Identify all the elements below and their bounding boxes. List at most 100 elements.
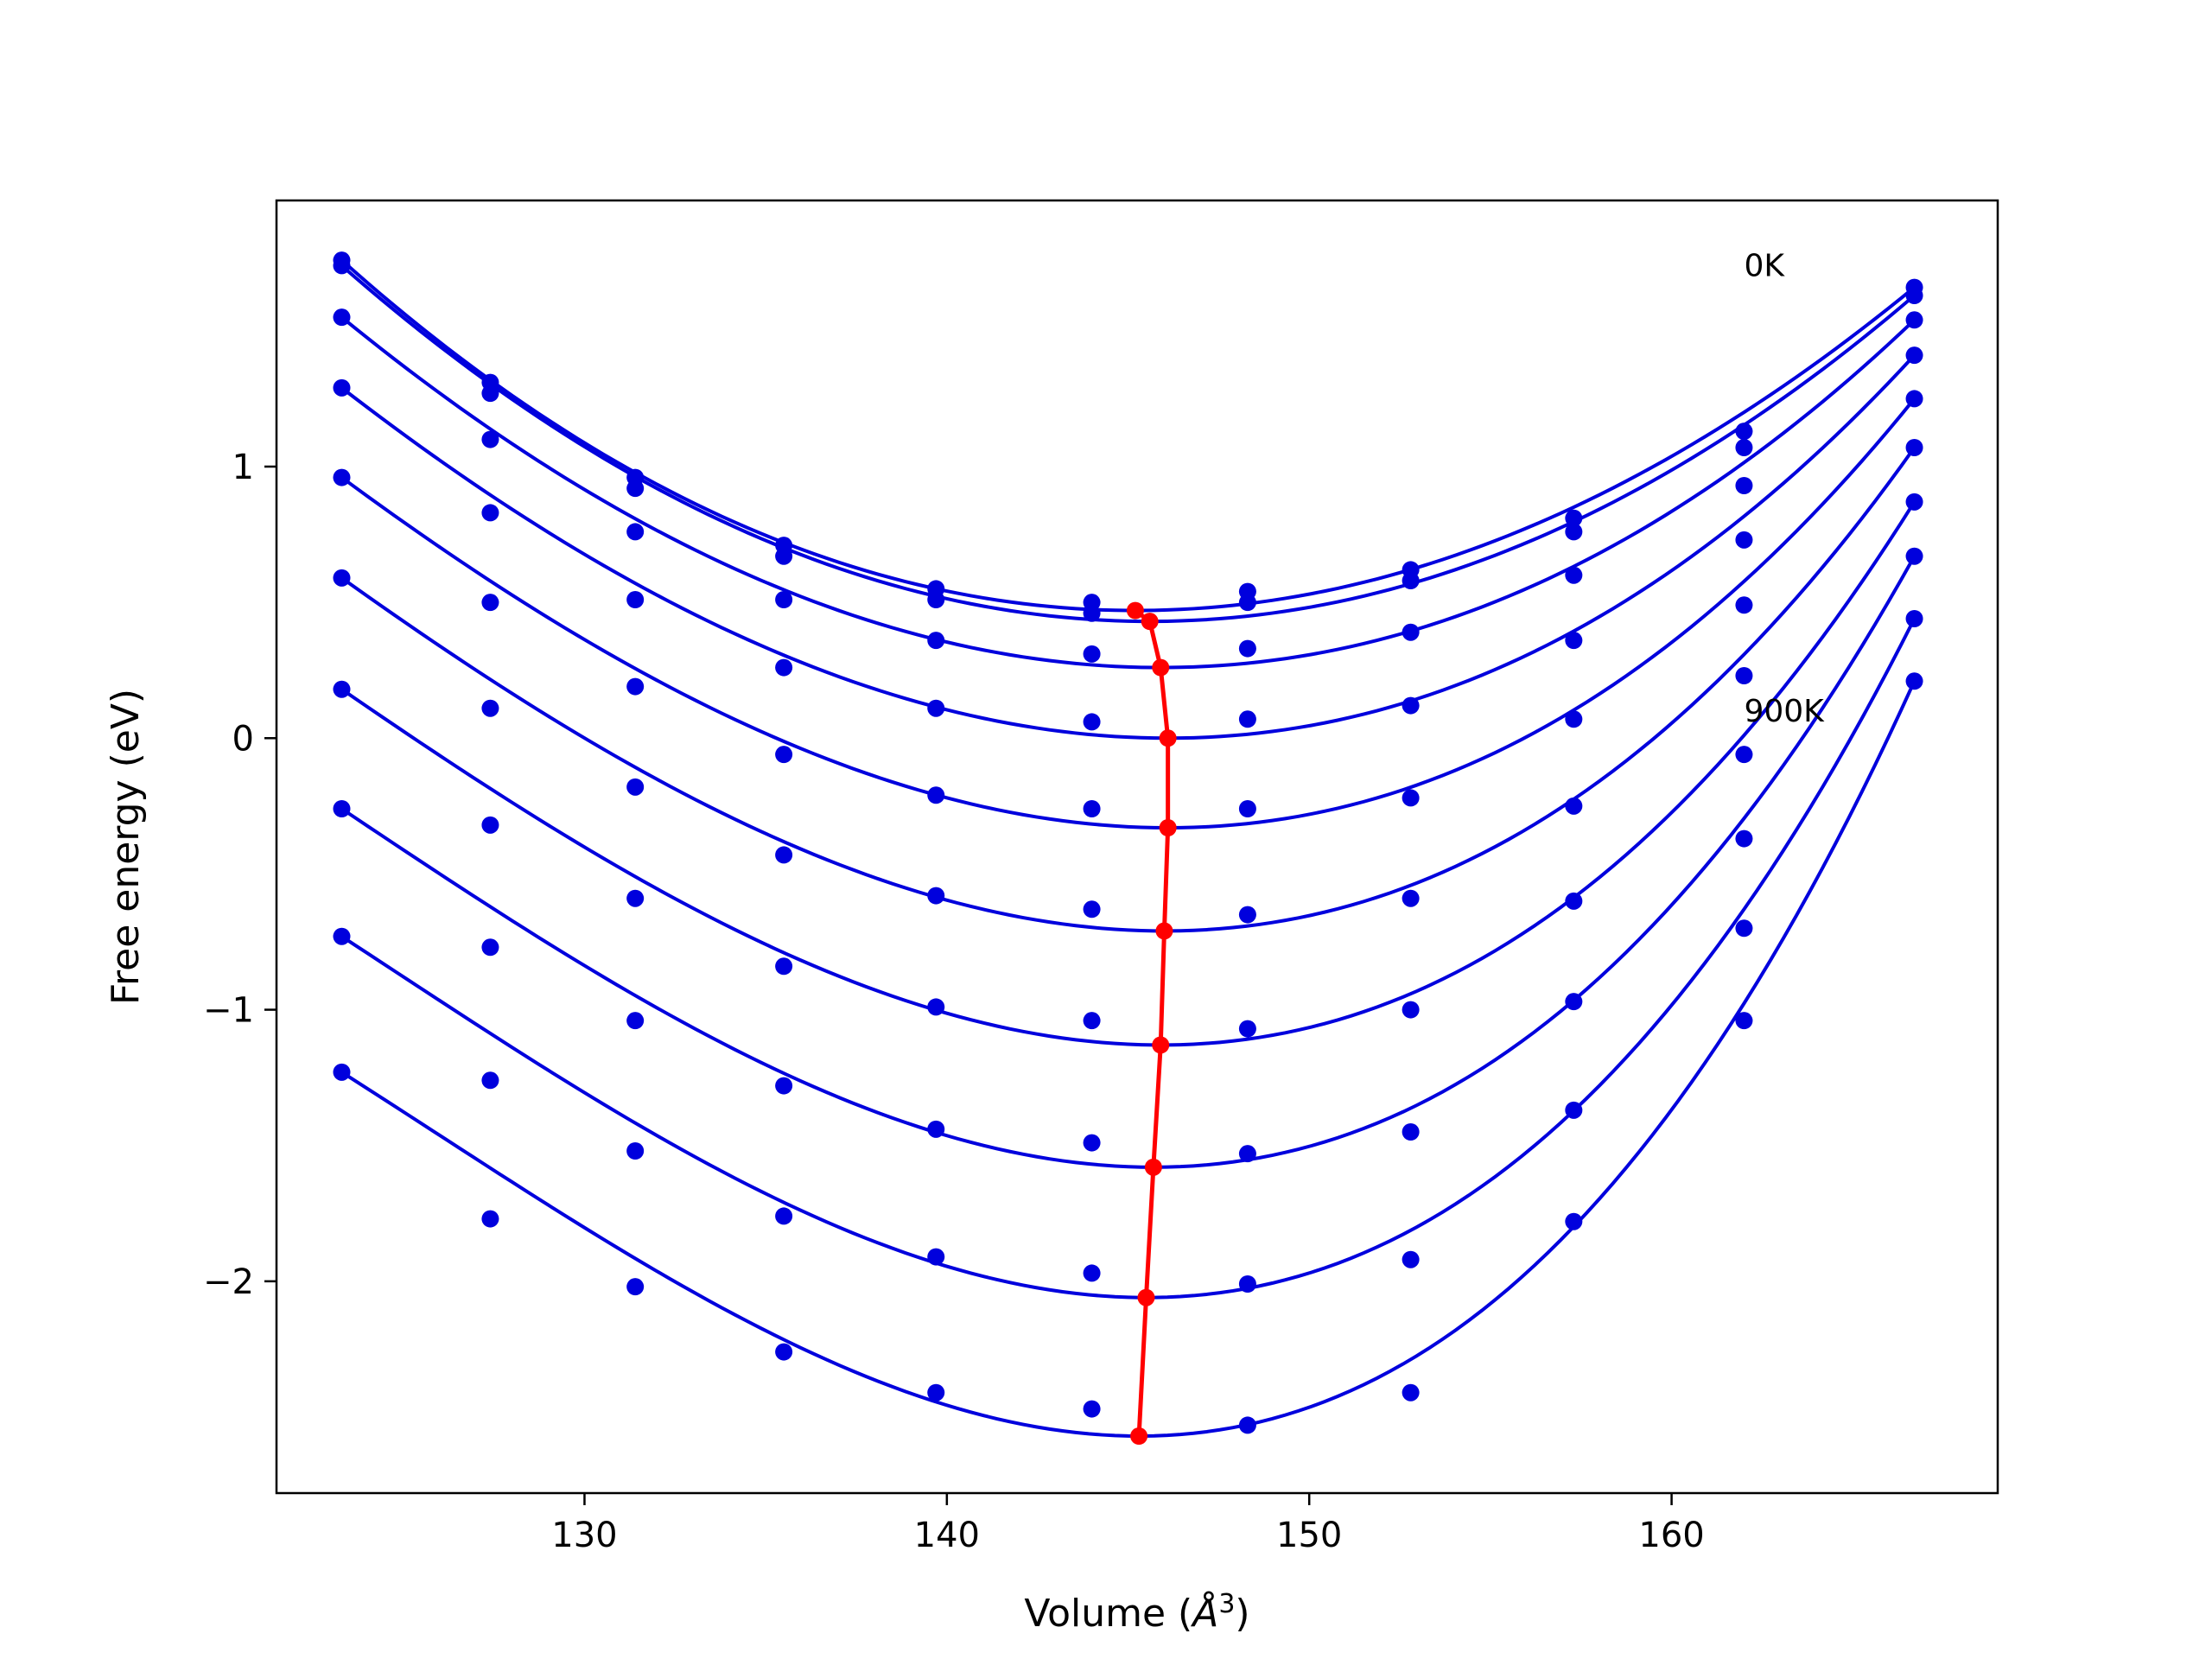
plot-frame bbox=[275, 199, 1999, 1495]
data-point-900K-8 bbox=[1565, 1212, 1583, 1230]
data-point-500K-2 bbox=[626, 778, 645, 796]
data-point-400K-7 bbox=[1402, 789, 1420, 807]
data-point-800K-1 bbox=[481, 1071, 499, 1090]
data-point-200K-6 bbox=[1238, 639, 1256, 658]
data-point-500K-6 bbox=[1238, 906, 1256, 924]
x-axis-label: Volume (Å3) bbox=[1024, 1589, 1249, 1636]
data-point-200K-9 bbox=[1735, 477, 1753, 494]
data-point-500K-4 bbox=[927, 887, 945, 905]
minimum-point-400K bbox=[1159, 819, 1177, 836]
data-point-900K-2 bbox=[626, 1278, 645, 1296]
data-point-300K-3 bbox=[775, 658, 793, 677]
data-point-300K-5 bbox=[1083, 713, 1101, 731]
data-point-100K-5 bbox=[1083, 604, 1101, 622]
minimum-point-600K bbox=[1152, 1036, 1170, 1054]
fit-curve-100K bbox=[340, 264, 1916, 624]
data-point-0K-8 bbox=[1565, 509, 1583, 527]
data-point-200K-1 bbox=[481, 430, 499, 448]
data-point-700K-2 bbox=[626, 1012, 645, 1030]
data-point-100K-2 bbox=[626, 480, 645, 498]
y-axis-label: Free energy (eV) bbox=[104, 689, 148, 1005]
data-point-700K-6 bbox=[1238, 1145, 1256, 1163]
data-point-500K-8 bbox=[1565, 797, 1583, 815]
data-point-300K-7 bbox=[1402, 696, 1420, 715]
data-point-100K-1 bbox=[481, 385, 499, 403]
data-point-600K-3 bbox=[775, 957, 793, 976]
x-tick-label-150: 150 bbox=[1276, 1516, 1342, 1555]
minimum-point-300K bbox=[1159, 729, 1177, 747]
data-point-600K-10 bbox=[1905, 493, 1923, 511]
data-point-200K-7 bbox=[1402, 623, 1420, 641]
data-point-600K-8 bbox=[1565, 892, 1583, 910]
data-point-400K-8 bbox=[1565, 710, 1583, 728]
data-point-900K-1 bbox=[481, 1210, 499, 1228]
data-point-200K-0 bbox=[333, 308, 351, 327]
data-point-700K-9 bbox=[1735, 830, 1753, 848]
data-point-800K-8 bbox=[1565, 1101, 1583, 1119]
minimum-point-100K bbox=[1141, 613, 1159, 631]
data-point-100K-9 bbox=[1735, 439, 1753, 456]
data-point-800K-10 bbox=[1905, 610, 1923, 627]
data-point-900K-10 bbox=[1905, 672, 1923, 690]
data-point-100K-0 bbox=[333, 257, 351, 275]
data-point-700K-1 bbox=[481, 938, 499, 957]
minimum-point-200K bbox=[1152, 658, 1170, 677]
data-point-200K-4 bbox=[927, 632, 945, 650]
data-point-0K-9 bbox=[1735, 423, 1753, 441]
data-point-200K-2 bbox=[626, 523, 645, 541]
data-point-300K-10 bbox=[1905, 346, 1923, 365]
data-point-800K-2 bbox=[626, 1142, 645, 1160]
fit-curve-200K bbox=[340, 315, 1916, 670]
y-tick-label--1: −1 bbox=[203, 991, 254, 1031]
data-point-600K-5 bbox=[1083, 1012, 1101, 1030]
annotation-0k: 0K bbox=[1744, 248, 1785, 283]
fit-curve-300K bbox=[340, 353, 1916, 741]
data-point-400K-5 bbox=[1083, 800, 1101, 817]
minimum-point-0K bbox=[1126, 601, 1144, 620]
minimum-point-700K bbox=[1144, 1158, 1162, 1176]
data-point-600K-0 bbox=[333, 680, 351, 698]
data-point-300K-2 bbox=[626, 591, 645, 608]
data-point-300K-9 bbox=[1735, 531, 1753, 549]
data-point-300K-6 bbox=[1238, 710, 1256, 728]
data-point-400K-0 bbox=[333, 468, 351, 486]
x-tick-label-160: 160 bbox=[1638, 1516, 1704, 1555]
data-point-900K-4 bbox=[927, 1383, 945, 1402]
data-point-500K-7 bbox=[1402, 889, 1420, 907]
data-point-700K-3 bbox=[775, 1077, 793, 1095]
data-point-400K-1 bbox=[481, 594, 499, 612]
y-tick-label-0: 0 bbox=[232, 719, 254, 759]
data-point-100K-10 bbox=[1905, 287, 1923, 304]
fit-curve-700K bbox=[340, 555, 1916, 1169]
fit-curve-800K bbox=[340, 618, 1916, 1300]
data-point-100K-6 bbox=[1238, 594, 1256, 612]
data-point-500K-5 bbox=[1083, 900, 1101, 918]
data-point-900K-0 bbox=[333, 1063, 351, 1081]
data-point-600K-1 bbox=[481, 816, 499, 834]
data-point-500K-1 bbox=[481, 699, 499, 717]
minimum-point-900K bbox=[1130, 1427, 1148, 1445]
data-point-300K-0 bbox=[333, 378, 351, 397]
x-tick-label-140: 140 bbox=[914, 1516, 980, 1555]
data-point-600K-2 bbox=[626, 889, 645, 907]
y-tick-label--2: −2 bbox=[203, 1262, 254, 1302]
data-point-800K-3 bbox=[775, 1207, 793, 1225]
fit-curve-400K bbox=[340, 397, 1916, 830]
data-point-900K-6 bbox=[1238, 1416, 1256, 1434]
data-point-200K-5 bbox=[1083, 645, 1101, 663]
data-point-300K-4 bbox=[927, 699, 945, 717]
fit-curve-500K bbox=[340, 446, 1916, 933]
data-point-800K-9 bbox=[1735, 919, 1753, 938]
data-point-700K-7 bbox=[1402, 1123, 1420, 1141]
ticks: 130 140 150 160 −2 −1 0 1 bbox=[203, 448, 1705, 1555]
data-point-600K-4 bbox=[927, 998, 945, 1016]
data-point-800K-7 bbox=[1402, 1250, 1420, 1268]
data-point-700K-8 bbox=[1565, 993, 1583, 1011]
data-point-400K-2 bbox=[626, 677, 645, 696]
data-point-700K-5 bbox=[1083, 1134, 1101, 1152]
data-point-800K-5 bbox=[1083, 1264, 1101, 1282]
y-tick-label-1: 1 bbox=[232, 448, 254, 487]
data-point-600K-6 bbox=[1238, 1020, 1256, 1038]
fit-curve-600K bbox=[340, 500, 1916, 1047]
